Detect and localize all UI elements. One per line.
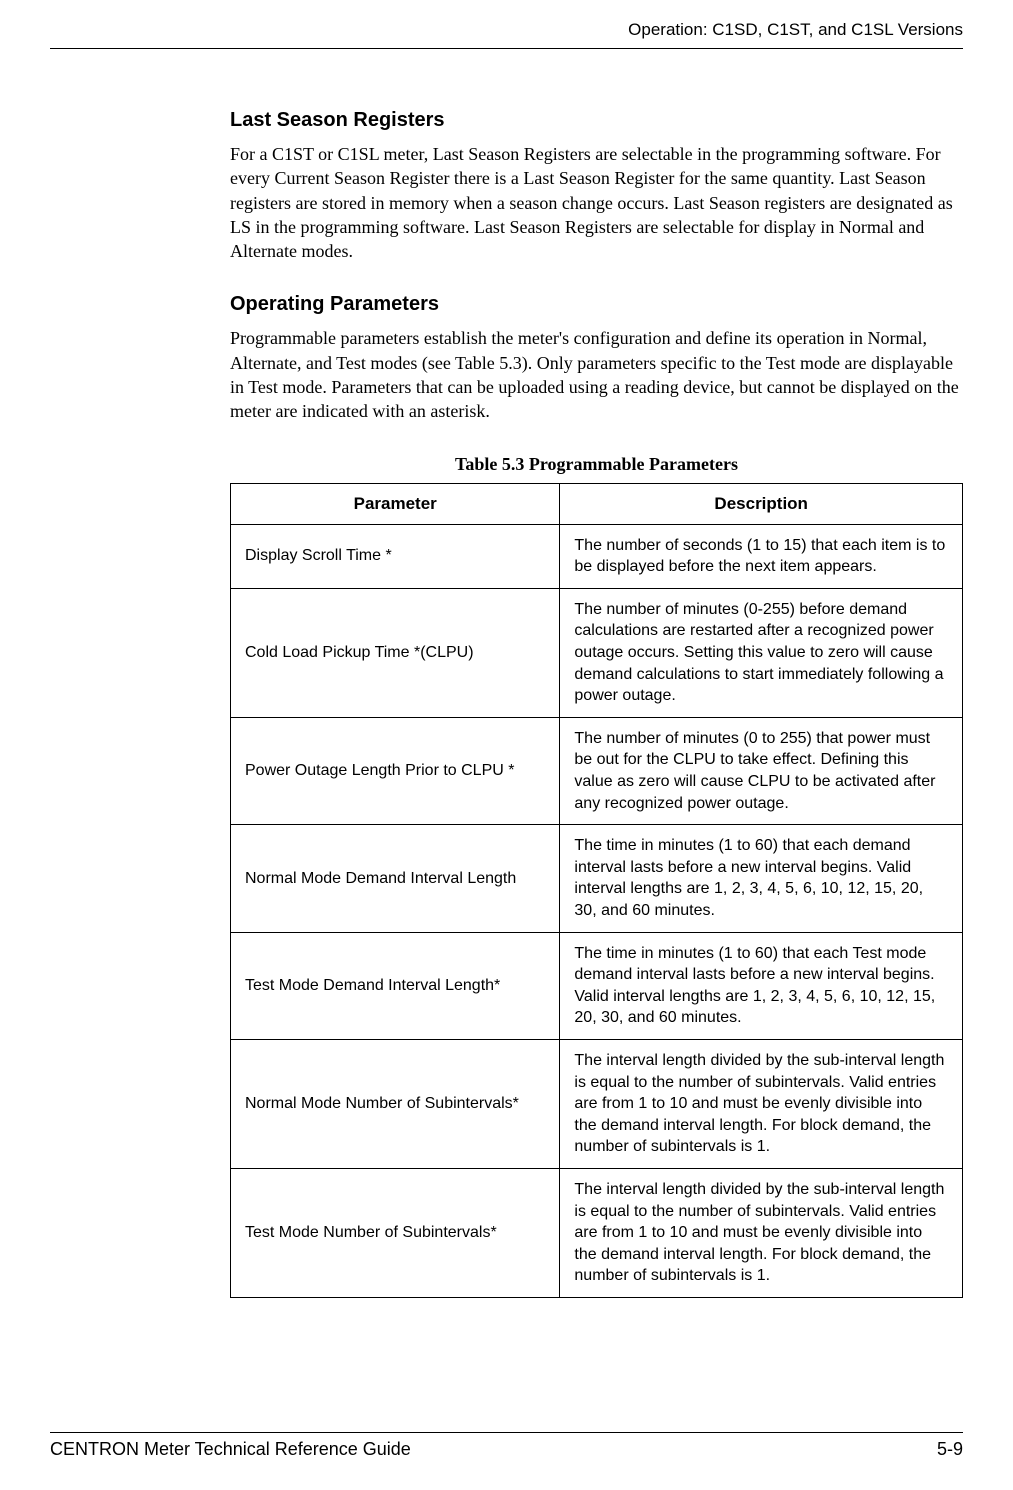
table-header-row: Parameter Description: [231, 483, 963, 524]
section-heading-operating-params: Operating Parameters: [230, 293, 963, 316]
table-row: Display Scroll Time * The number of seco…: [231, 524, 963, 588]
table-header-description: Description: [560, 483, 963, 524]
table-cell-description: The interval length divided by the sub-i…: [560, 1039, 963, 1168]
table-cell-parameter: Power Outage Length Prior to CLPU *: [231, 717, 560, 824]
section-paragraph-last-season: For a C1ST or C1SL meter, Last Season Re…: [230, 142, 963, 263]
footer-row: CENTRON Meter Technical Reference Guide …: [50, 1439, 963, 1460]
table-row: Power Outage Length Prior to CLPU * The …: [231, 717, 963, 824]
table-cell-parameter: Test Mode Demand Interval Length*: [231, 932, 560, 1039]
table-cell-parameter: Normal Mode Demand Interval Length: [231, 825, 560, 932]
header-rule: [50, 48, 963, 49]
table-header-parameter: Parameter: [231, 483, 560, 524]
footer-left-text: CENTRON Meter Technical Reference Guide: [50, 1439, 411, 1460]
section-heading-last-season: Last Season Registers: [230, 109, 963, 132]
table-cell-description: The time in minutes (1 to 60) that each …: [560, 932, 963, 1039]
table-row: Test Mode Number of Subintervals* The in…: [231, 1168, 963, 1297]
table-cell-description: The number of minutes (0-255) before dem…: [560, 588, 963, 717]
table-row: Normal Mode Demand Interval Length The t…: [231, 825, 963, 932]
table-row: Cold Load Pickup Time *(CLPU) The number…: [231, 588, 963, 717]
table-cell-description: The time in minutes (1 to 60) that each …: [560, 825, 963, 932]
table-caption: Table 5.3 Programmable Parameters: [230, 454, 963, 475]
table-row: Test Mode Demand Interval Length* The ti…: [231, 932, 963, 1039]
table-cell-description: The number of seconds (1 to 15) that eac…: [560, 524, 963, 588]
table-cell-parameter: Normal Mode Number of Subintervals*: [231, 1039, 560, 1168]
table-cell-parameter: Display Scroll Time *: [231, 524, 560, 588]
footer-rule: [50, 1432, 963, 1433]
chapter-header: Operation: C1SD, C1ST, and C1SL Versions: [0, 0, 1013, 48]
parameters-table: Parameter Description Display Scroll Tim…: [230, 483, 963, 1298]
table-cell-description: The interval length divided by the sub-i…: [560, 1168, 963, 1297]
table-cell-parameter: Test Mode Number of Subintervals*: [231, 1168, 560, 1297]
page-content: Last Season Registers For a C1ST or C1SL…: [0, 79, 1013, 1298]
page-footer: CENTRON Meter Technical Reference Guide …: [50, 1432, 963, 1460]
footer-page-number: 5-9: [937, 1439, 963, 1460]
section-paragraph-operating-params: Programmable parameters establish the me…: [230, 326, 963, 423]
table-cell-parameter: Cold Load Pickup Time *(CLPU): [231, 588, 560, 717]
table-row: Normal Mode Number of Subintervals* The …: [231, 1039, 963, 1168]
table-cell-description: The number of minutes (0 to 255) that po…: [560, 717, 963, 824]
